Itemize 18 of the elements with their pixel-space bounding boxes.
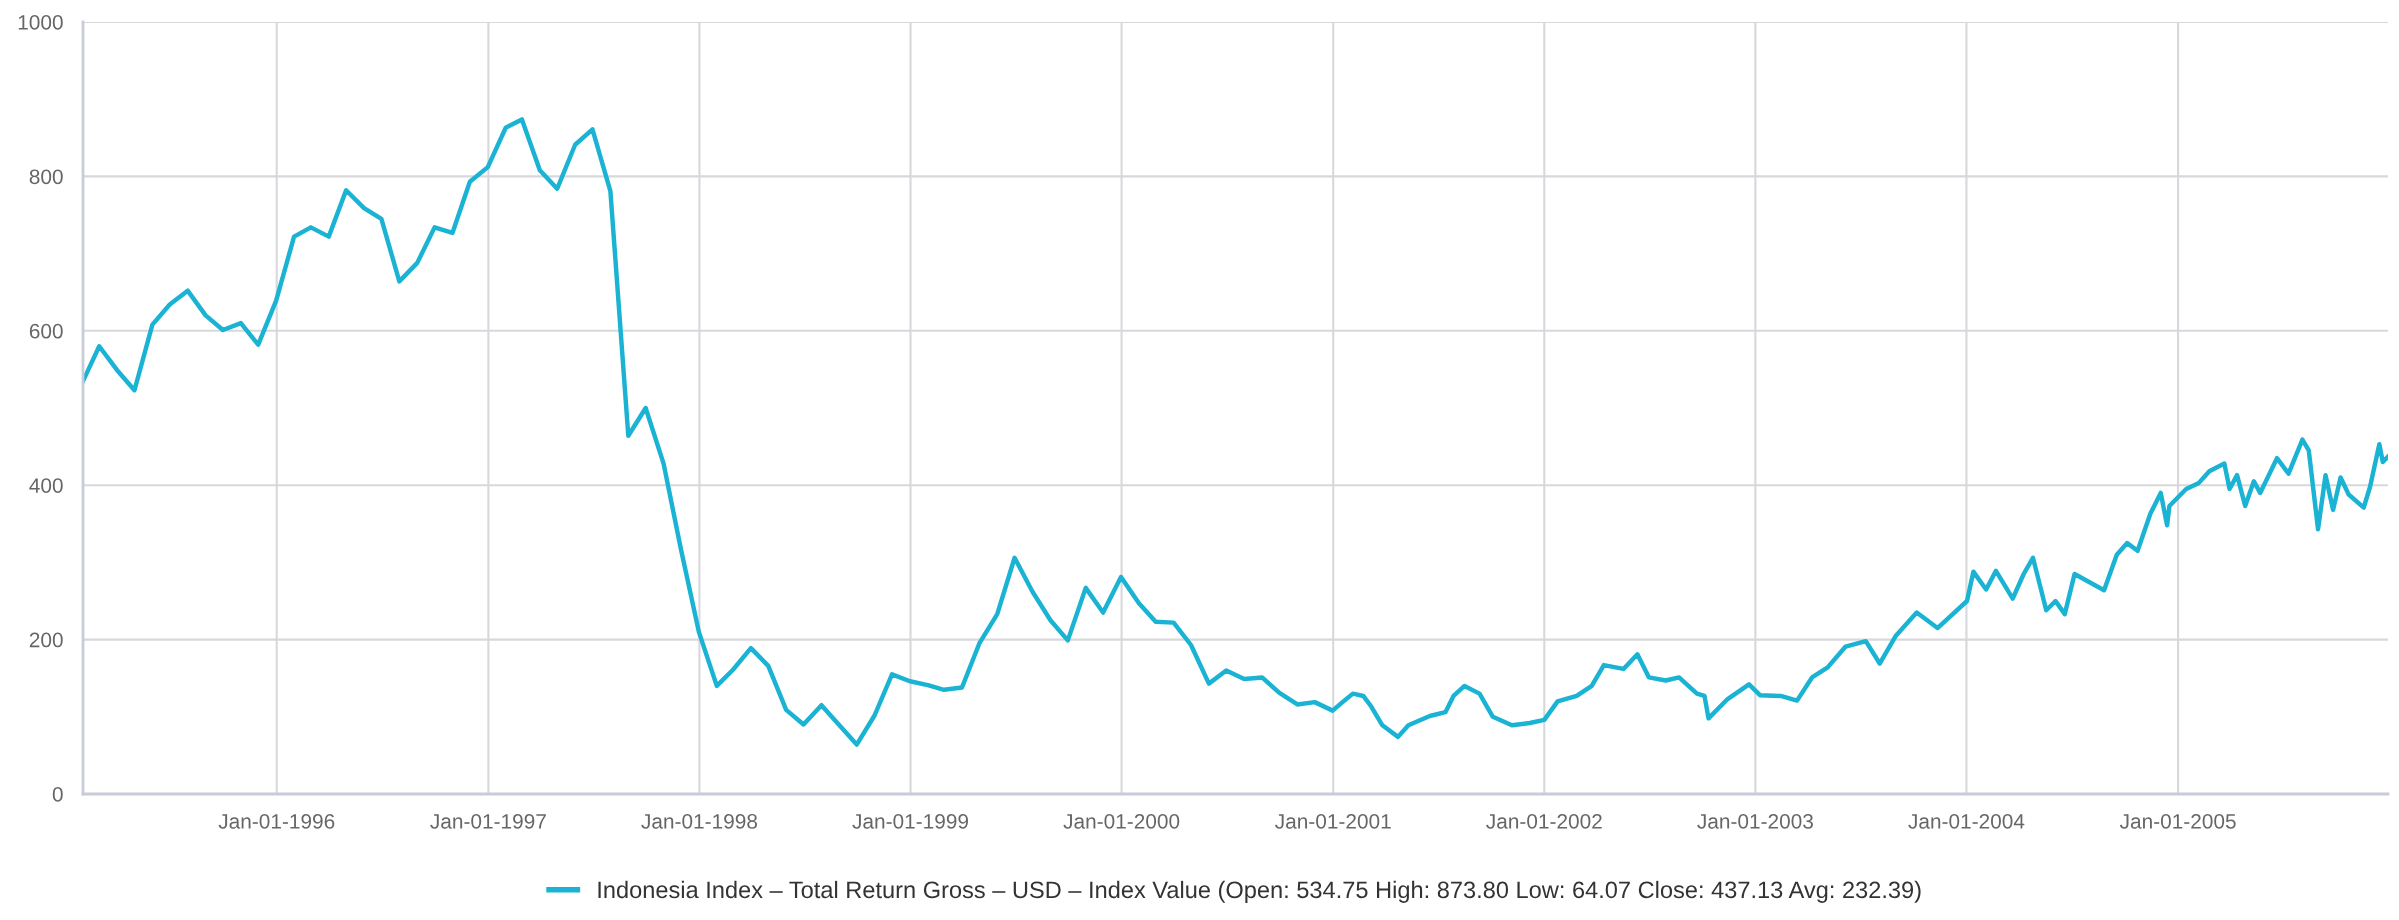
- x-tick-label: Jan-01-1998: [641, 813, 758, 829]
- x-tick-label: Jan-01-2005: [2119, 813, 2236, 829]
- legend-label: Indonesia Index – Total Return Gross – USD – Index Value (Open: 534.75 High: 873.80 Low: 64.07 Close: 437.13 Avg: 232.39): [598, 880, 1921, 903]
- y-tick-label: 600: [29, 323, 63, 339]
- x-tick-label: Jan-01-1999: [852, 813, 969, 829]
- y-tick-label: 200: [29, 632, 63, 648]
- line-series: [83, 117, 2388, 747]
- x-tick-label: Jan-01-2000: [1063, 813, 1180, 829]
- y-tick-label: 400: [29, 478, 63, 493]
- y-tick-label: 1000: [18, 15, 63, 30]
- x-tick-label: Jan-01-2004: [1908, 813, 2025, 829]
- x-tick-label: Jan-01-2002: [1486, 813, 1602, 829]
- y-tick-label: 800: [29, 169, 63, 185]
- x-tick-label: Jan-01-2001: [1275, 813, 1391, 829]
- x-tick-label: Jan-01-2003: [1697, 813, 1813, 829]
- x-tick-label: Jan-01-1997: [430, 813, 546, 829]
- x-tick-label: Jan-01-1996: [218, 813, 335, 829]
- y-tick-label: 0: [52, 787, 63, 802]
